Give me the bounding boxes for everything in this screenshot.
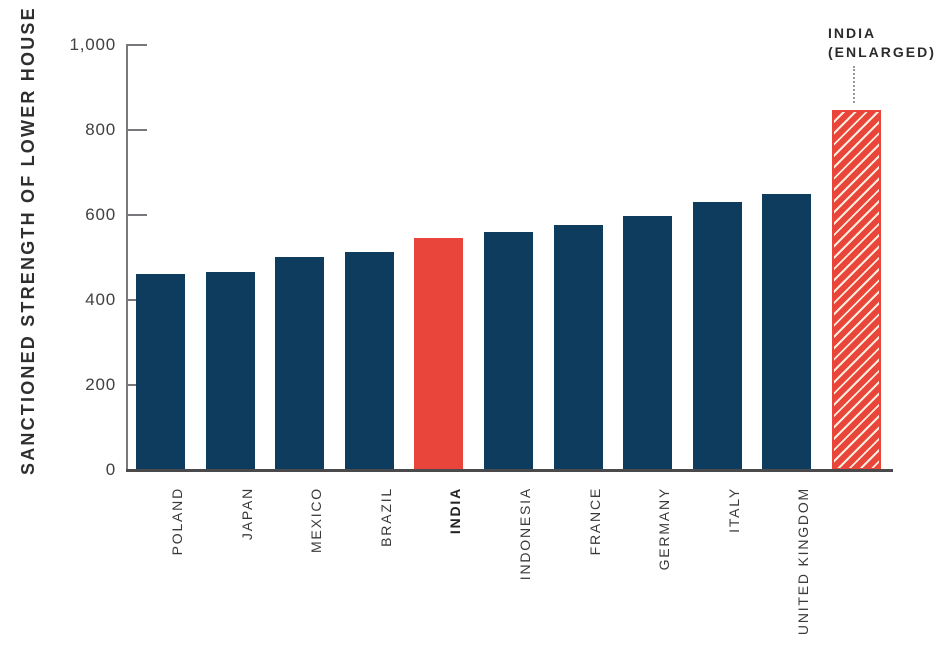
bar-united-kingdom (762, 194, 811, 470)
x-label-france: FRANCE (587, 487, 603, 556)
india-enlarged-annotation-line1: INDIA (828, 25, 877, 41)
y-tick-label-600: 600 (85, 205, 116, 224)
x-label-indonesia: INDONESIA (517, 487, 533, 581)
bar-france (554, 225, 603, 470)
y-tick-label-800: 800 (85, 120, 116, 139)
y-tick-label-0: 0 (105, 460, 116, 479)
x-label-india: INDIA (447, 487, 463, 535)
x-label-japan: JAPAN (239, 487, 255, 541)
x-label-italy: ITALY (726, 487, 742, 533)
y-tick-1000 (127, 44, 147, 46)
y-tick-800 (127, 129, 147, 131)
x-label-brazil: BRAZIL (378, 487, 394, 547)
y-tick-label-400: 400 (85, 290, 116, 309)
y-tick-label-200: 200 (85, 375, 116, 394)
bar-india-enlarged (832, 110, 881, 470)
bar-india (414, 238, 463, 470)
bar-mexico (275, 257, 324, 470)
y-axis-line (126, 44, 128, 471)
annotation-connector-dotted-line (853, 66, 855, 103)
bar-poland (136, 274, 185, 470)
bar-japan (206, 272, 255, 470)
y-axis-title: SANCTIONED STRENGTH OF LOWER HOUSE (18, 6, 38, 475)
india-enlarged-annotation-line2: (ENLARGED) (828, 44, 936, 60)
india-enlarged-annotation: INDIA (ENLARGED) (828, 24, 936, 62)
x-label-mexico: MEXICO (308, 487, 324, 554)
y-tick-label-1000: 1,000 (69, 35, 116, 54)
bar-germany (623, 216, 672, 470)
bar-indonesia (484, 232, 533, 470)
x-axis-line (126, 469, 893, 472)
y-tick-600 (127, 214, 147, 216)
bar-italy (693, 202, 742, 470)
x-label-germany: GERMANY (656, 487, 672, 571)
bar-brazil (345, 252, 394, 470)
x-label-united-kingdom: UNITED KINGDOM (795, 487, 811, 636)
x-label-poland: POLAND (169, 487, 185, 556)
